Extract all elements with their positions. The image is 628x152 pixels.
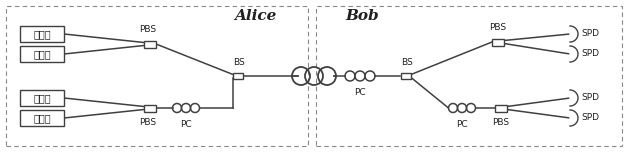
Text: Bob: Bob [345,9,379,23]
Polygon shape [570,46,578,62]
Text: SPD: SPD [581,93,599,102]
Text: PC: PC [180,120,192,129]
Text: SPD: SPD [581,29,599,38]
Text: Alice: Alice [234,9,276,23]
Text: BS: BS [233,58,245,67]
Text: BS: BS [401,58,413,67]
FancyBboxPatch shape [6,6,308,146]
FancyBboxPatch shape [144,40,156,47]
FancyBboxPatch shape [20,90,64,106]
Text: 激光器: 激光器 [33,29,51,39]
FancyBboxPatch shape [144,105,156,112]
FancyBboxPatch shape [233,73,243,79]
Text: 激光器: 激光器 [33,113,51,123]
Text: PC: PC [354,88,366,97]
Text: SPD: SPD [581,50,599,59]
FancyBboxPatch shape [20,26,64,42]
FancyBboxPatch shape [20,110,64,126]
Text: 激光器: 激光器 [33,93,51,103]
FancyBboxPatch shape [401,73,411,79]
FancyBboxPatch shape [492,38,504,45]
Text: PBS: PBS [489,23,507,32]
Polygon shape [570,26,578,42]
FancyBboxPatch shape [316,6,622,146]
Text: 激光器: 激光器 [33,49,51,59]
Text: PBS: PBS [139,118,156,127]
Text: PC: PC [456,120,468,129]
Polygon shape [570,90,578,106]
FancyBboxPatch shape [495,105,507,112]
Text: PBS: PBS [139,25,156,34]
Text: SPD: SPD [581,114,599,123]
FancyBboxPatch shape [20,46,64,62]
Polygon shape [570,110,578,126]
Text: PBS: PBS [492,118,509,127]
